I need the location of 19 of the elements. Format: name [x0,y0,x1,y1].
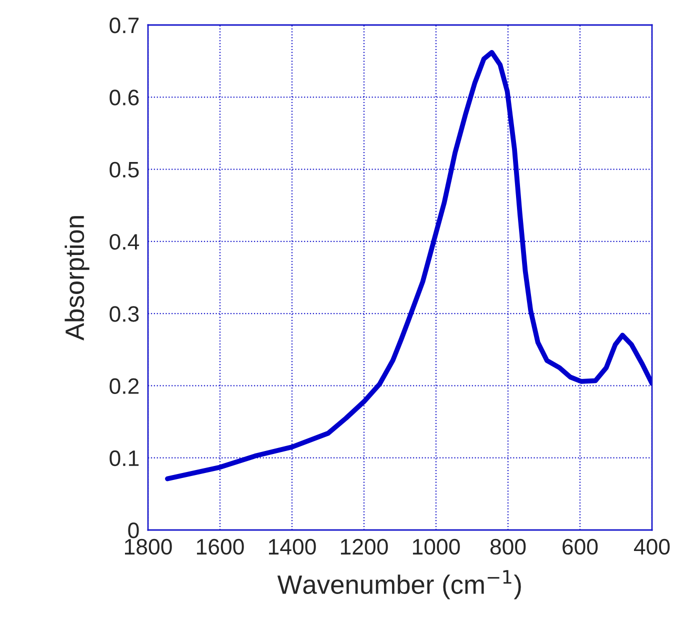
y-tick-label: 0.6 [110,90,139,106]
y-tick-label: 0.5 [110,162,139,178]
y-tick-label: 0.7 [110,18,139,34]
x-axis-title: Wavenumber (cm$^{−1}$) [277,570,521,600]
x-tick-label: 1600 [196,538,244,555]
line-series [165,50,652,482]
x-tick-label: 400 [634,538,670,555]
y-tick-label: 0.1 [110,450,139,466]
y-tick-label: 0.3 [110,306,139,322]
x-tick-label: 600 [562,538,598,555]
x-tick-label: 1800 [124,538,172,555]
x-tick-label: 1000 [412,538,460,555]
x-tick-label: 1200 [340,538,388,555]
y-tick-label: 0.4 [110,234,140,250]
y-axis-title: Absorption [64,216,90,341]
x-tick-label: 1400 [268,538,316,555]
y-tick-label: 0.2 [110,378,139,394]
y-tick-label: 0 [128,522,139,538]
x-tick-label: 800 [490,538,526,555]
